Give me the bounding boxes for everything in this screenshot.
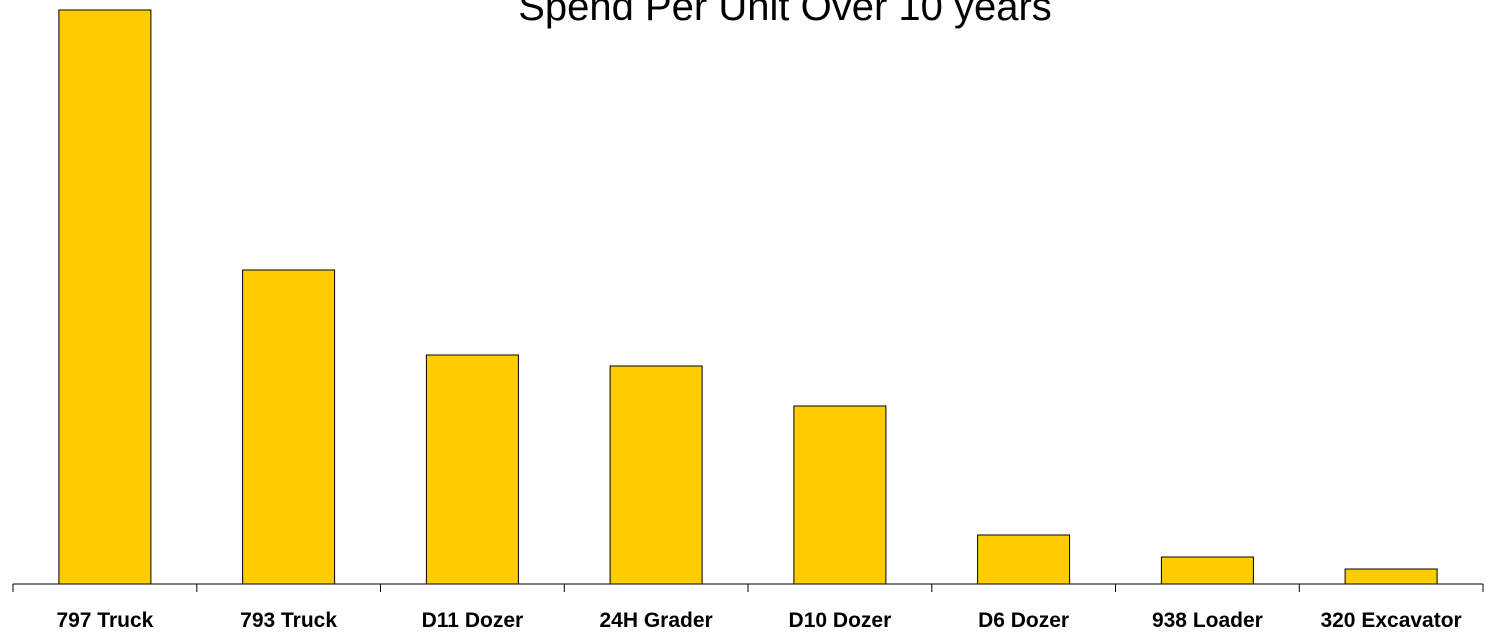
bar-320-excavator bbox=[1344, 568, 1438, 585]
bar-797-truck bbox=[58, 9, 152, 585]
x-tick-label: 793 Truck bbox=[240, 609, 337, 632]
bar-793-truck bbox=[242, 269, 336, 585]
bar-938-loader bbox=[1160, 556, 1254, 585]
x-tick-label: D11 Dozer bbox=[422, 609, 524, 632]
chart-title: Spend Per Unit Over 10 years bbox=[518, 0, 1052, 29]
x-tick-label: 938 Loader bbox=[1152, 609, 1263, 632]
x-tick-label: 24H Grader bbox=[599, 609, 712, 632]
bars-group bbox=[58, 9, 1438, 585]
bar-d10-dozer bbox=[793, 405, 887, 585]
bar-d11-dozer bbox=[425, 354, 519, 585]
x-tick-label: D10 Dozer bbox=[789, 609, 892, 632]
x-tick-label: 797 Truck bbox=[56, 609, 153, 632]
x-tick-label: D6 Dozer bbox=[978, 609, 1069, 632]
x-tick-label: 320 Excavator bbox=[1320, 609, 1461, 632]
bar-d6-dozer bbox=[977, 534, 1071, 585]
x-tick-labels: 797 Truck 793 Truck D11 Dozer 24H Grader D10… bbox=[56, 609, 1461, 632]
bar-24h-grader bbox=[609, 365, 703, 585]
x-axis bbox=[12, 583, 1484, 592]
